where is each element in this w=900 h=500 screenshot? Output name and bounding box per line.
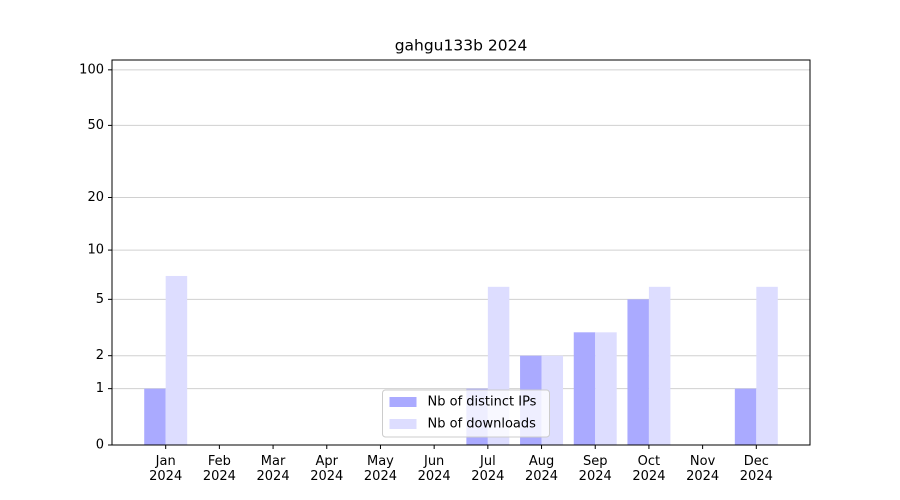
- legend-label: Nb of downloads: [428, 417, 537, 432]
- x-tick-label: Sep 2024: [578, 454, 612, 484]
- y-tick-label: 10: [87, 243, 104, 258]
- bar: [756, 286, 778, 445]
- bar: [595, 332, 617, 445]
- bar: [144, 388, 166, 445]
- x-tick-label: Jan 2024: [149, 454, 183, 484]
- y-tick-label: 5: [96, 292, 104, 307]
- chart-title: gahgu133b 2024: [395, 37, 528, 55]
- legend-swatch: [389, 419, 417, 429]
- y-tick-label: 50: [87, 118, 104, 133]
- legend-swatch: [389, 397, 417, 407]
- legend-label: Nb of distinct IPs: [428, 395, 537, 410]
- bar: [734, 388, 757, 445]
- x-tick-label: Dec 2024: [739, 454, 773, 484]
- x-tick-label: Aug 2024: [524, 454, 559, 484]
- y-tick-label: 2: [96, 348, 104, 363]
- y-tick-label: 100: [79, 62, 104, 77]
- bar: [165, 275, 188, 445]
- bar: [573, 332, 596, 445]
- x-tick-label: Jul 2024: [471, 454, 505, 484]
- bar: [627, 299, 649, 445]
- x-tick-label: Jun 2024: [417, 454, 451, 484]
- x-tick-label: Feb 2024: [202, 454, 236, 484]
- x-tick-label: Oct 2024: [632, 454, 666, 484]
- legend: Nb of distinct IPs Nb of downloads: [382, 389, 550, 438]
- plot-frame: [111, 59, 811, 446]
- legend-box: [382, 389, 550, 438]
- y-tick-label: 0: [96, 438, 104, 453]
- x-tick-label: May 2024: [363, 454, 397, 484]
- bar: [648, 286, 671, 445]
- y-tick-label: 20: [87, 190, 104, 205]
- y-tick-label: 1: [96, 381, 104, 396]
- x-tick-label: Mar 2024: [256, 454, 290, 484]
- x-tick-label: Apr 2024: [310, 454, 344, 484]
- x-tick-label: Nov 2024: [686, 454, 720, 484]
